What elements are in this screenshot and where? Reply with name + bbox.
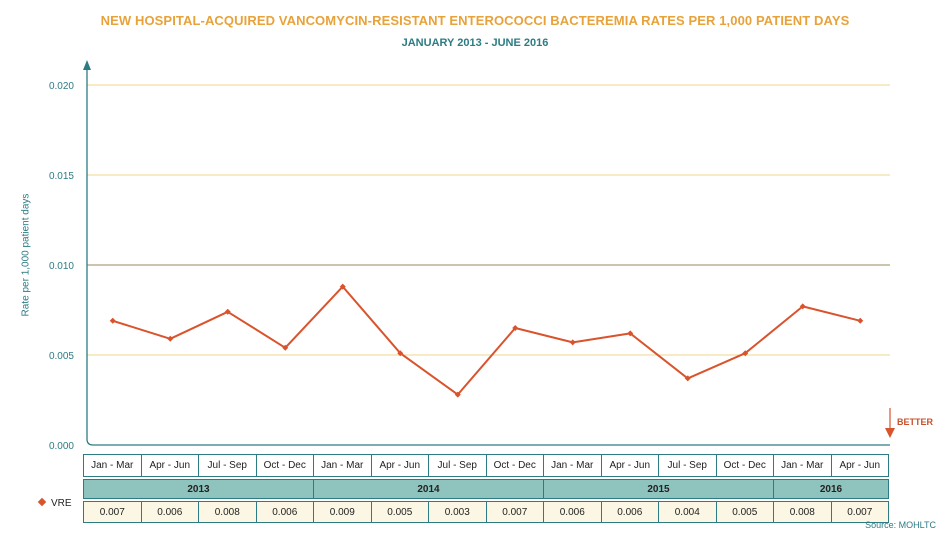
quarter-cell: Oct - Dec [715,454,774,477]
quarter-cell: Apr - Jun [600,454,659,477]
legend-label: VRE [51,498,72,509]
y-tick-label: 0.000 [49,441,74,452]
value-cell: 0.005 [370,501,429,523]
data-point [799,303,806,310]
source-note: Source: MOHLTC [865,520,936,530]
value-cell: 0.007 [83,501,142,523]
year-cell: 2014 [313,479,544,499]
better-label: BETTER [897,417,933,427]
value-cell: 0.006 [600,501,659,523]
data-point [857,317,864,324]
quarter-cell: Jan - Mar [83,454,142,477]
data-point [282,344,289,351]
data-point [167,335,174,342]
data-point [109,317,116,324]
axis-line [86,64,890,446]
value-cell: 0.006 [255,501,314,523]
year-cell: 2013 [83,479,314,499]
data-point [454,391,461,398]
quarter-cell: Jan - Mar [773,454,832,477]
quarter-cell: Jul - Sep [198,454,257,477]
series-line-vre [112,285,861,396]
value-cell: 0.007 [830,501,889,523]
quarter-cell: Apr - Jun [140,454,199,477]
data-point [512,325,519,331]
y-tick-label: 0.010 [49,261,74,272]
chart-subtitle: JANUARY 2013 - JUNE 2016 [401,37,549,49]
value-cell: 0.004 [658,501,717,523]
data-point [339,283,346,290]
quarter-cell: Oct - Dec [255,454,314,477]
value-cell: 0.009 [313,501,372,523]
quarter-cell: Jul - Sep [428,454,487,477]
value-cell: 0.003 [428,501,487,523]
y-tick-label: 0.005 [49,351,74,362]
data-point [569,339,576,346]
chart-title: NEW HOSPITAL-ACQUIRED VANCOMYCIN-RESISTA… [100,13,850,28]
better-arrow-icon [885,428,895,438]
value-cell: 0.005 [715,501,774,523]
y-tick-label: 0.020 [49,81,74,92]
data-point [684,375,691,382]
quarter-cell: Oct - Dec [485,454,544,477]
diamond-marker-icon [37,498,47,507]
y-axis-arrow-icon [83,60,91,70]
data-table: Jan - Mar Apr - Jun Jul - Sep Oct - Dec Jan … [83,454,889,523]
data-point [742,350,749,357]
year-row: 2013 2014 2015 2016 [83,479,889,499]
value-cell: 0.006 [140,501,199,523]
value-cell: 0.006 [543,501,602,523]
data-point [627,330,634,337]
year-cell: 2016 [773,479,889,499]
value-row: 0.007 0.006 0.008 0.006 0.009 0.005 0.003 0.007… [83,501,889,523]
year-cell: 2015 [543,479,774,499]
quarter-cell: Jan - Mar [313,454,372,477]
legend-vre: VRE [37,498,72,509]
value-cell: 0.008 [773,501,832,523]
quarter-cell: Apr - Jun [370,454,429,477]
quarter-row: Jan - Mar Apr - Jun Jul - Sep Oct - Dec Jan … [83,454,889,477]
quarter-cell: Apr - Jun [830,454,889,477]
quarter-cell: Jul - Sep [658,454,717,477]
y-tick-label: 0.015 [49,171,74,182]
quarter-cell: Jan - Mar [543,454,602,477]
value-cell: 0.008 [198,501,257,523]
data-point [397,350,404,357]
value-cell: 0.007 [485,501,544,523]
data-point [224,308,231,315]
